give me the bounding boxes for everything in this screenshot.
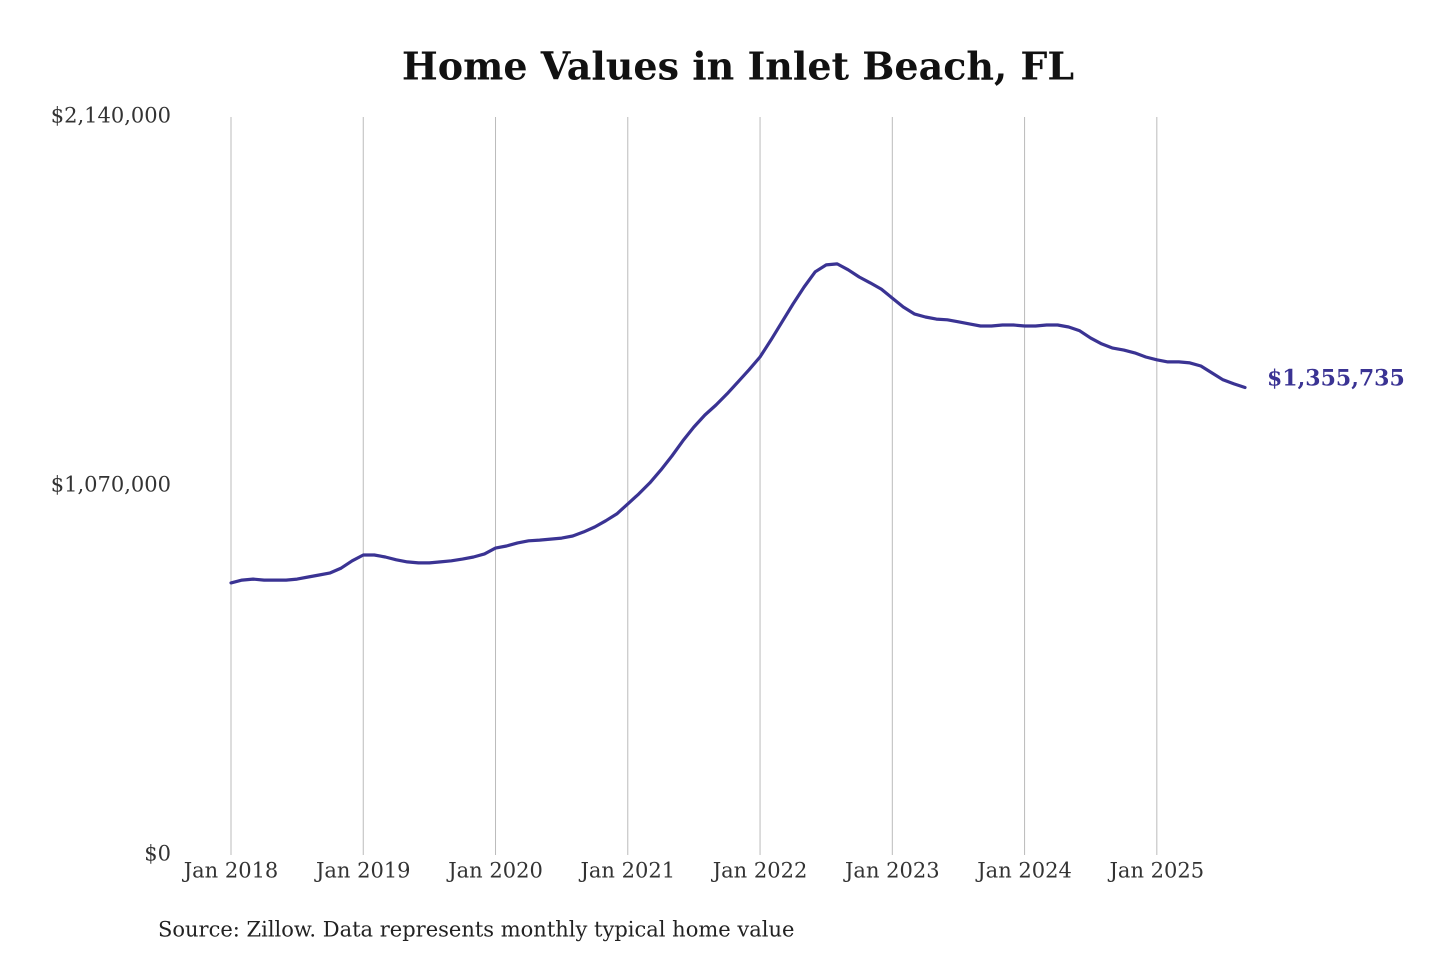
- chart-title: Home Values in Inlet Beach, FL: [402, 44, 1074, 89]
- x-tick-label: Jan 2019: [314, 859, 411, 883]
- x-tick-label: Jan 2020: [446, 859, 543, 883]
- line-series: [229, 262, 1247, 585]
- x-tick-label: Jan 2018: [182, 859, 279, 883]
- source-note: Source: Zillow. Data represents monthly …: [158, 918, 794, 942]
- x-tick-label: Jan 2023: [843, 859, 940, 883]
- x-tick-label: Jan 2022: [711, 859, 808, 883]
- value-label: $1,355,735: [1267, 365, 1405, 391]
- y-tick-label: $2,140,000: [51, 104, 171, 128]
- x-tick-label: Jan 2025: [1108, 859, 1205, 883]
- y-tick-label: $1,070,000: [51, 473, 171, 497]
- x-tick-label: Jan 2021: [578, 859, 675, 883]
- x-tick-label: Jan 2024: [975, 859, 1072, 883]
- y-tick-label: $0: [144, 842, 171, 866]
